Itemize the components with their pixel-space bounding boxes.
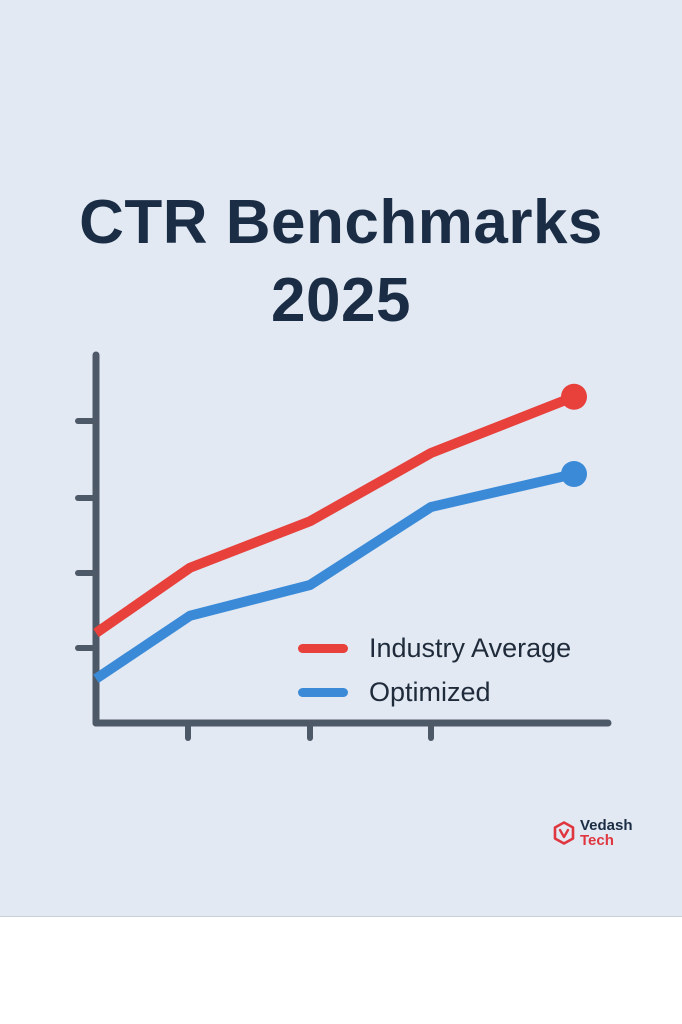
brand-logo: Vedash Tech bbox=[553, 818, 633, 848]
end-marker-industry-average bbox=[561, 383, 587, 410]
background-panel bbox=[0, 0, 682, 917]
series-line-industry-average bbox=[93, 392, 576, 638]
chart-series bbox=[93, 383, 587, 683]
legend-item-optimized: Optimized bbox=[298, 670, 571, 714]
brand-name-line2: Tech bbox=[580, 832, 614, 849]
legend: Industry Average Optimized bbox=[298, 626, 571, 714]
end-marker-optimized bbox=[561, 461, 587, 487]
legend-label: Industry Average bbox=[369, 632, 572, 663]
chart-title-line2: 2025 bbox=[271, 266, 411, 335]
hexagon-v-logo-icon bbox=[553, 821, 575, 845]
legend-swatch-industry-average bbox=[298, 643, 348, 653]
brand-name-line1: Vedash bbox=[580, 817, 633, 834]
legend-item-industry-average: Industry Average bbox=[298, 626, 571, 670]
chart-title-line1: CTR Benchmarks bbox=[79, 188, 603, 257]
legend-label: Optimized bbox=[369, 676, 491, 707]
series-line-optimized bbox=[93, 469, 576, 683]
legend-swatch-optimized bbox=[298, 687, 348, 697]
chart-axes bbox=[75, 351, 612, 741]
